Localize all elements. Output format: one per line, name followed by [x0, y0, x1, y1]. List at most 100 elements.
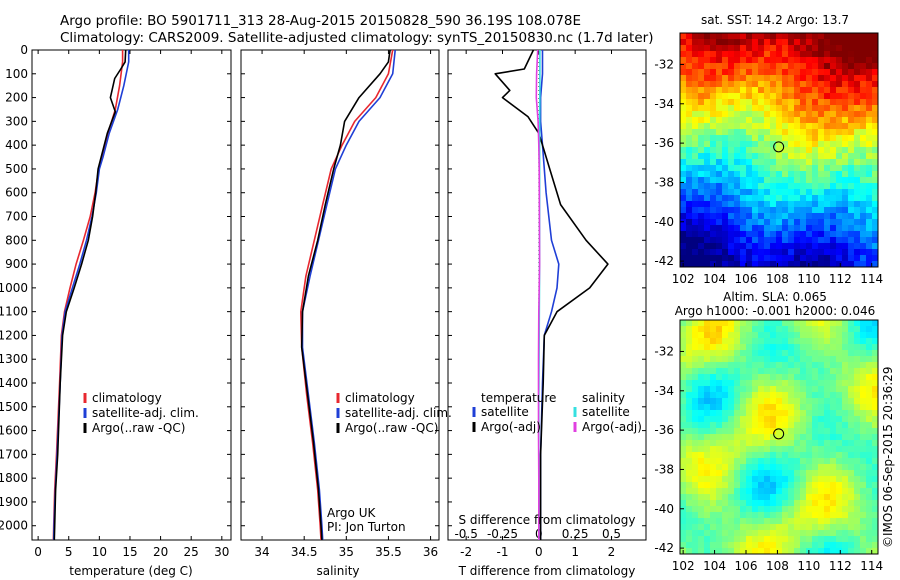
- map-cell: [692, 159, 699, 166]
- map-cell: [818, 548, 825, 555]
- map-cell: [836, 326, 843, 333]
- map-cell: [824, 111, 831, 118]
- map-cell: [830, 159, 837, 166]
- map-cell: [800, 422, 807, 429]
- map-cell: [734, 231, 741, 238]
- map-cell: [704, 171, 711, 178]
- map-cell: [836, 404, 843, 411]
- salinity-xtick-label: 34: [254, 545, 269, 559]
- map-cell: [710, 231, 717, 238]
- map-cell: [752, 362, 759, 369]
- map-cell: [680, 201, 687, 208]
- map-cell: [746, 261, 753, 268]
- map-cell: [848, 452, 855, 459]
- map-cell: [782, 165, 789, 172]
- map-cell: [854, 380, 861, 387]
- map-cell: [728, 428, 735, 435]
- map-cell: [782, 476, 789, 483]
- map-cell: [836, 63, 843, 70]
- map-cell: [686, 548, 693, 555]
- map-cell: [770, 99, 777, 106]
- map-cell: [848, 81, 855, 88]
- map-cell: [710, 320, 717, 327]
- map-cell: [806, 219, 813, 226]
- map-cell: [776, 189, 783, 196]
- map-cell: [860, 255, 867, 262]
- map-cell: [758, 93, 765, 100]
- map-cell: [782, 332, 789, 339]
- map-cell: [704, 338, 711, 345]
- map-cell: [710, 147, 717, 154]
- map-cell: [866, 261, 873, 268]
- map-cell: [710, 171, 717, 178]
- map-cell: [812, 105, 819, 112]
- temperature-xtick-label: 25: [184, 545, 199, 559]
- sla_map-xtick-label: 108: [766, 559, 789, 573]
- map-cell: [818, 57, 825, 64]
- map-cell: [776, 129, 783, 136]
- map-cell: [770, 129, 777, 136]
- map-cell: [734, 356, 741, 363]
- map-cell: [746, 416, 753, 423]
- temperature-legend-label: satellite-adj. clim.: [92, 406, 199, 420]
- map-cell: [854, 123, 861, 130]
- map-cell: [704, 69, 711, 76]
- map-cell: [818, 63, 825, 70]
- map-cell: [728, 51, 735, 58]
- map-cell: [860, 368, 867, 375]
- map-cell: [818, 219, 825, 226]
- map-cell: [782, 320, 789, 327]
- map-cell: [866, 380, 873, 387]
- map-cell: [794, 350, 801, 357]
- map-cell: [812, 398, 819, 405]
- map-cell: [728, 482, 735, 489]
- map-cell: [866, 428, 873, 435]
- map-cell: [746, 147, 753, 154]
- map-cell: [818, 524, 825, 531]
- map-cell: [740, 93, 747, 100]
- map-cell: [722, 338, 729, 345]
- map-cell: [848, 410, 855, 417]
- map-cell: [800, 177, 807, 184]
- map-cell: [866, 536, 873, 543]
- map-cell: [836, 470, 843, 477]
- map-cell: [722, 195, 729, 202]
- climatology-subtitle: Climatology: CARS2009. Satellite-adjuste…: [60, 30, 654, 46]
- map-cell: [848, 171, 855, 178]
- map-cell: [812, 344, 819, 351]
- map-cell: [734, 536, 741, 543]
- map-cell: [740, 512, 747, 519]
- map-cell: [788, 39, 795, 46]
- map-cell: [740, 99, 747, 106]
- map-cell: [854, 512, 861, 519]
- map-cell: [734, 69, 741, 76]
- map-cell: [824, 446, 831, 453]
- map-cell: [692, 261, 699, 268]
- map-cell: [740, 111, 747, 118]
- map-cell: [806, 422, 813, 429]
- map-cell: [782, 135, 789, 142]
- map-cell: [836, 243, 843, 250]
- map-cell: [854, 171, 861, 178]
- map-cell: [698, 470, 705, 477]
- map-cell: [722, 219, 729, 226]
- map-cell: [830, 530, 837, 537]
- map-cell: [740, 506, 747, 513]
- map-cell: [842, 518, 849, 525]
- map-cell: [698, 201, 705, 208]
- map-cell: [740, 440, 747, 447]
- map-cell: [764, 428, 771, 435]
- map-cell: [752, 39, 759, 46]
- map-cell: [722, 69, 729, 76]
- map-cell: [836, 368, 843, 375]
- map-cell: [872, 512, 879, 519]
- map-cell: [842, 87, 849, 94]
- map-cell: [836, 482, 843, 489]
- map-cell: [776, 476, 783, 483]
- map-cell: [812, 177, 819, 184]
- map-cell: [692, 482, 699, 489]
- map-cell: [782, 237, 789, 244]
- map-cell: [776, 45, 783, 52]
- difference-xtick-label: 2: [608, 545, 616, 559]
- depth-tick-label: 500: [5, 162, 28, 176]
